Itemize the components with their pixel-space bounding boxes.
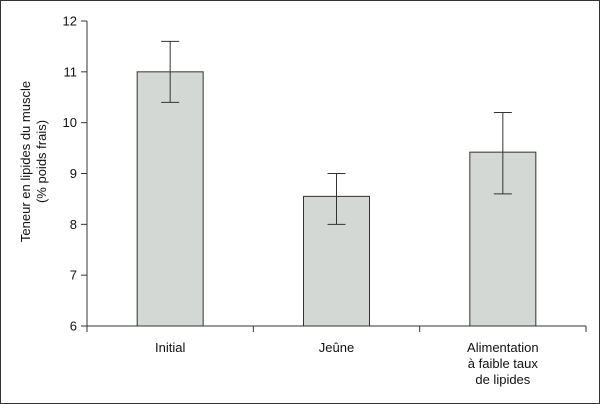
y-tick-label: 9	[70, 166, 77, 181]
y-tick-label: 8	[70, 217, 77, 232]
y-axis-title: Teneur en lipides du muscle(% poids frai…	[18, 81, 49, 242]
error-bars	[161, 40, 512, 225]
y-tick-label: 11	[64, 64, 78, 79]
x-category-label: Jeûne	[319, 340, 354, 355]
bar-0	[136, 71, 204, 327]
y-tick-label: 6	[70, 319, 77, 334]
y-tick-label: 7	[70, 268, 77, 283]
y-axis-label: Teneur en lipides du muscle(% poids frai…	[18, 81, 49, 242]
y-tick-label: 12	[63, 14, 77, 29]
x-category-label: Alimentation à faible taux de lipides	[467, 340, 539, 387]
error-bar-2	[493, 112, 512, 195]
error-bar-1	[327, 173, 346, 225]
x-category-label: Initial	[155, 340, 185, 355]
y-axis: 6 7 8 9 10 11 12	[63, 14, 88, 334]
error-bar-0	[161, 40, 180, 103]
x-axis: Initial Jeûne Alimentation à faible taux de …	[86, 325, 587, 387]
y-tick-label: 10	[63, 115, 77, 130]
